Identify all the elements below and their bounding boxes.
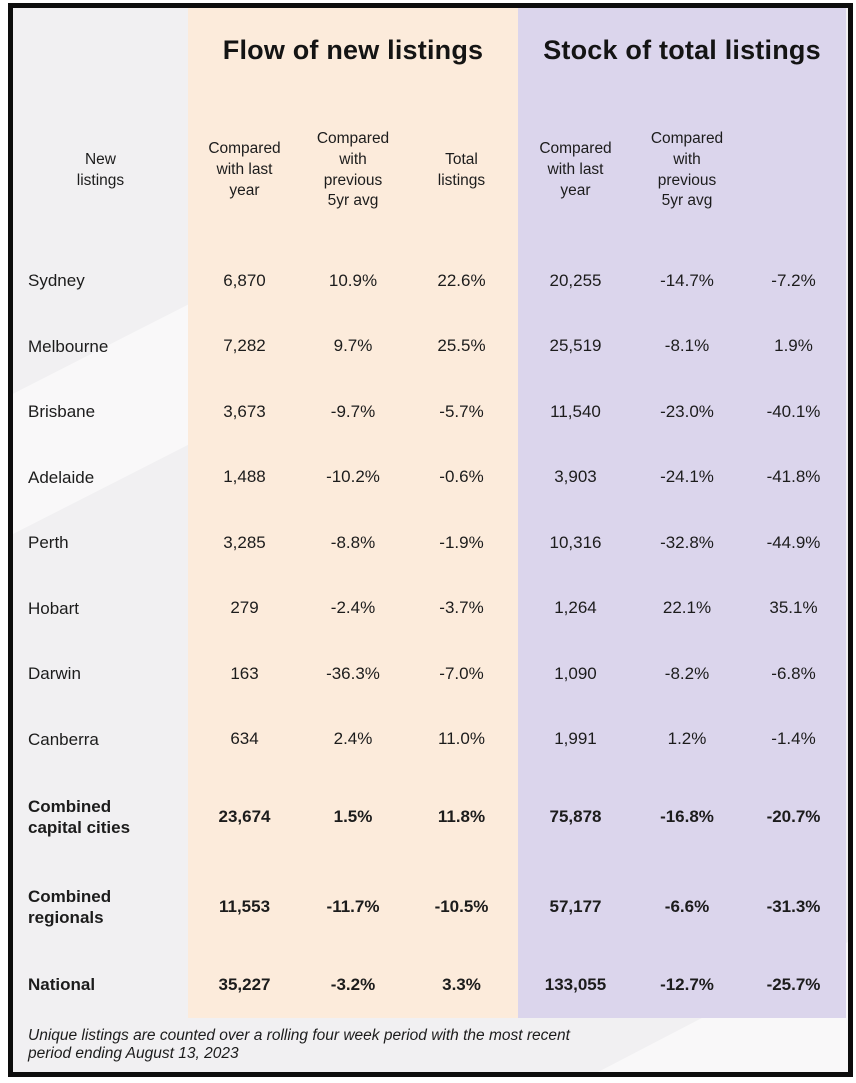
table-cell: -0.6% [439,467,484,487]
flow-section-title: Flow of new listings [222,35,484,65]
table-cell: -11.7% [326,897,380,916]
table-cell: 35.1% [769,598,818,618]
table-cell: -8.1% [664,336,710,356]
row-label: Sydney [28,271,85,291]
table-cell: 11,553 [218,897,271,916]
table-cell: -6.6% [664,897,710,916]
table-cell: 57,177 [549,897,602,916]
table-cell: -41.8% [766,467,821,487]
table-cell: -40.1% [766,401,821,421]
table-cell: -7.2% [771,270,816,290]
row-label: Combined regionals [28,886,112,927]
table-cell: 279 [230,598,259,618]
title-row-spacer [13,8,188,93]
table-cell: 1,488 [223,467,266,487]
stock-section-title: Stock of total listings [543,35,821,65]
table-cell: 7,282 [223,336,266,356]
table-cell: 9.7% [333,336,373,356]
table-cell: 3,673 [223,401,266,421]
table-cell: 1.2% [667,729,707,749]
header-new-listings: New listings [76,150,125,189]
table-cell: 1.9% [774,336,813,356]
table-cell: 11.0% [438,729,485,749]
row-label: Canberra [28,729,99,749]
header-stock-vs-5yr-avg: Compared with previous 5yr avg [650,129,724,210]
row-label: Perth [28,533,69,553]
table-cell: 3.3% [442,975,481,994]
table-cell: -31.3% [766,897,821,916]
table-cell: -1.9% [439,532,484,552]
table-cell: -10.5% [434,897,489,916]
header-row-spacer [741,93,846,248]
footnote: Unique listings are counted over a rolli… [28,1026,570,1062]
header-flow-vs-last-year: Compared with last year [208,140,281,199]
listings-table: Flow of new listings Stock of total list… [8,3,853,1077]
table-cell: 1,264 [554,598,597,618]
table-cell: 634 [230,729,259,749]
table-cell: 6,870 [223,270,266,290]
table-cell: -8.2% [664,663,710,683]
stock-section-background [518,8,846,1018]
table-cell: 25,519 [549,336,602,356]
table-cell: 11,540 [550,401,601,421]
table-cell: 11.8% [437,807,486,826]
table-cell: -6.8% [771,663,816,683]
table-cell: 163 [230,663,259,683]
table-cell: -32.8% [660,532,714,552]
table-cell: 3,903 [554,467,597,487]
header-stock-vs-last-year: Compared with last year [539,140,612,199]
row-label: Adelaide [28,467,95,487]
table-cell: 10.9% [328,270,378,290]
table-cell: 25.5% [437,336,486,356]
row-label: Combined capital cities [28,796,131,837]
table-grid: Flow of new listings Stock of total list… [13,8,848,1072]
header-total-listings: Total listings [437,150,486,189]
table-cell: -24.1% [660,467,714,487]
table-cell: -1.4% [771,729,816,749]
table-cell: -9.7% [330,401,376,421]
table-cell: -25.7% [766,975,821,994]
table-cell: 22.1% [662,598,712,618]
table-cell: -2.4% [330,598,376,618]
table-cell: -8.8% [330,532,376,552]
table-cell: 23,674 [218,807,271,826]
table-cell: -14.7% [660,270,714,290]
table-cell: -20.7% [766,807,821,826]
table-cell: -3.2% [330,975,376,994]
table-cell: -5.7% [439,401,484,421]
table-cell: -3.7% [439,598,484,618]
table-cell: 1.5% [333,807,373,826]
row-label: Hobart [28,598,80,618]
table-cell: 2.4% [333,729,373,749]
table-cell: 35,227 [218,975,271,994]
table-cell: -10.2% [326,467,380,487]
flow-section-background [188,8,518,1018]
table-cell: -44.9% [766,532,821,552]
table-cell: 10,316 [549,532,602,552]
row-label: Brisbane [28,402,96,422]
table-cell: 22.6% [437,270,486,290]
table-cell: -7.0% [439,663,484,683]
table-cell: 1,991 [554,729,597,749]
table-cell: 75,878 [549,807,602,826]
table-cell: -23.0% [660,401,714,421]
row-label: Melbourne [28,336,109,356]
table-cell: 20,255 [549,270,602,290]
table-cell: 3,285 [223,532,266,552]
table-cell: 1,090 [554,663,597,683]
table-cell: -16.8% [660,807,714,826]
row-label: National [28,975,96,995]
row-label: Darwin [28,664,81,684]
table-cell: -36.3% [326,663,380,683]
table-cell: 133,055 [544,975,607,994]
table-cell: -12.7% [660,975,714,994]
header-flow-vs-5yr-avg: Compared with previous 5yr avg [316,129,390,210]
